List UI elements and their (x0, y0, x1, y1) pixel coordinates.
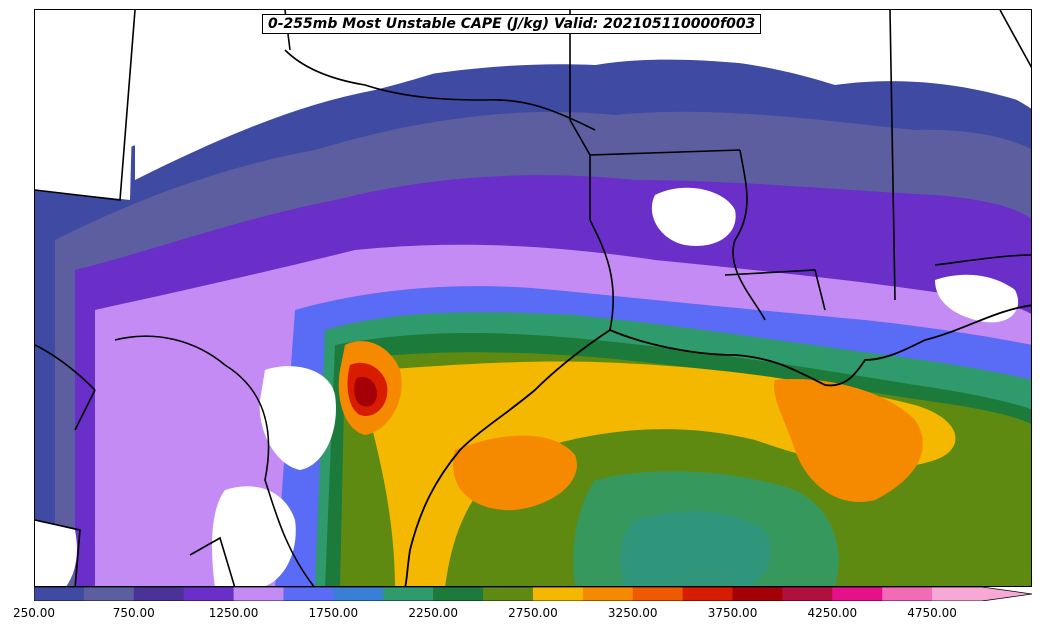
colorbar-extend-arrow (982, 587, 1032, 601)
border-la-ms (724, 269, 826, 311)
colorbar-segment (483, 587, 534, 601)
colorbar-segment (882, 587, 933, 601)
colorbar-tick-label: 1750.00 (308, 606, 359, 620)
no-data-nw (35, 10, 135, 200)
colorbar-tick-label: 250.00 (13, 606, 55, 620)
border-nm-tx (35, 344, 96, 391)
colorbar (34, 587, 1032, 601)
cape-band-3000-east (774, 379, 923, 502)
border-ms-r (732, 149, 766, 321)
no-data-se-fl (935, 274, 1019, 323)
colorbar-segment (632, 587, 684, 601)
colorbar-tick-label: 4750.00 (907, 606, 957, 620)
colorbar-tick-label: 1250.00 (208, 606, 259, 620)
gulf-coast-tx (404, 329, 611, 586)
no-data-sw (35, 520, 77, 586)
colorbar-segment (233, 587, 284, 601)
coastline (404, 304, 1031, 586)
no-data-ark (651, 187, 736, 246)
colorbar-segment (34, 587, 85, 601)
colorbar-tick-label: 4250.00 (807, 606, 858, 620)
colorbar-outline (34, 587, 1032, 601)
colorbar-segment (433, 587, 484, 601)
border-ar-la (589, 149, 741, 156)
political-borders (35, 10, 1031, 586)
no-data-north (135, 10, 595, 180)
border-tx-mx (114, 335, 315, 586)
border-ms-al (889, 10, 896, 301)
cape-band-3000-mid (453, 435, 577, 511)
cape-band-2000-gulf (573, 471, 839, 586)
colorbar-segment (682, 587, 734, 601)
colorbar-segment (532, 587, 584, 601)
colorbar-segment (133, 587, 185, 601)
border-tx-la (589, 219, 614, 331)
colorbar-segment (283, 587, 334, 601)
colorbar-segment (333, 587, 384, 601)
no-data-tx-west (259, 366, 336, 470)
colorbar-tick-label: 2750.00 (508, 606, 558, 620)
colorbar-tick-label: 2250.00 (408, 606, 458, 620)
border-ok-tx (284, 49, 596, 131)
map-panel (34, 9, 1032, 587)
cape-field (35, 10, 1031, 586)
border-ga (999, 10, 1031, 69)
border-mx-states (35, 389, 236, 586)
colorbar-segment (782, 587, 833, 601)
cape-map (35, 10, 1031, 586)
colorbar-tick-label: 3750.00 (707, 606, 758, 620)
colorbar-segment (183, 587, 235, 601)
colorbar-segment (832, 587, 883, 601)
border-al-fl (934, 254, 1031, 266)
colorbar-segment (83, 587, 135, 601)
colorbar-tick-label: 3250.00 (607, 606, 658, 620)
colorbar-segment (732, 587, 783, 601)
colorbar-segment (383, 587, 434, 601)
gulf-coast-la-ms (609, 304, 1031, 387)
colorbar-tick-label: 750.00 (112, 606, 155, 620)
map-title: 0-255mb Most Unstable CAPE (J/kg) Valid:… (262, 14, 762, 34)
colorbar-segment (582, 587, 634, 601)
cape-band-3750 (354, 376, 377, 407)
border-co-nm (35, 10, 136, 201)
colorbar-segment (932, 587, 983, 601)
border-ar-ok (569, 10, 591, 220)
